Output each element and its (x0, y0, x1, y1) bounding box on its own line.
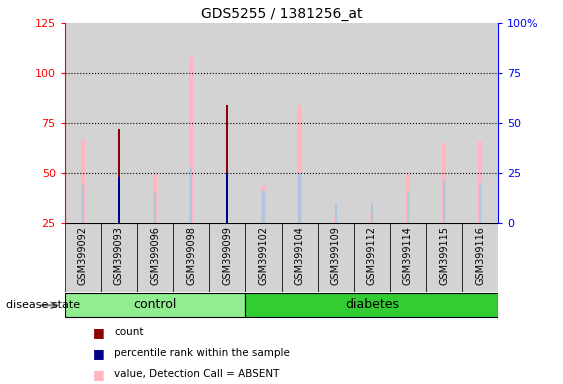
Text: control: control (133, 298, 177, 311)
Bar (173, 23, 209, 223)
Bar (407, 191, 409, 223)
FancyBboxPatch shape (354, 223, 390, 292)
Bar (370, 213, 374, 223)
Text: percentile rank within the sample: percentile rank within the sample (114, 348, 290, 358)
Bar (245, 23, 282, 223)
Text: GSM399099: GSM399099 (222, 226, 233, 285)
FancyBboxPatch shape (282, 223, 318, 292)
FancyBboxPatch shape (245, 223, 282, 292)
Bar (334, 203, 337, 223)
Bar (226, 105, 229, 223)
Bar (442, 143, 446, 223)
Bar (118, 129, 120, 223)
FancyBboxPatch shape (137, 223, 173, 292)
Bar (154, 193, 156, 223)
Text: GSM399112: GSM399112 (367, 226, 377, 285)
Bar (65, 23, 101, 223)
Bar (101, 23, 137, 223)
Bar (137, 23, 173, 223)
Bar (262, 191, 265, 223)
FancyBboxPatch shape (101, 223, 137, 292)
Bar (443, 181, 445, 223)
Bar (406, 173, 410, 223)
Text: diabetes: diabetes (345, 298, 399, 311)
FancyBboxPatch shape (173, 223, 209, 292)
FancyBboxPatch shape (318, 223, 354, 292)
Title: GDS5255 / 1381256_at: GDS5255 / 1381256_at (201, 7, 362, 21)
Bar (189, 57, 193, 223)
Text: GSM399092: GSM399092 (78, 226, 88, 285)
Text: GSM399114: GSM399114 (403, 226, 413, 285)
FancyBboxPatch shape (65, 293, 245, 318)
FancyBboxPatch shape (390, 223, 426, 292)
Bar (370, 203, 373, 223)
FancyBboxPatch shape (209, 223, 245, 292)
Bar (478, 141, 482, 223)
FancyBboxPatch shape (65, 223, 101, 292)
Text: ■: ■ (93, 326, 105, 339)
Bar (318, 23, 354, 223)
FancyBboxPatch shape (426, 223, 462, 292)
Text: value, Detection Call = ABSENT: value, Detection Call = ABSENT (114, 369, 280, 379)
Text: GSM399104: GSM399104 (294, 226, 305, 285)
FancyBboxPatch shape (462, 223, 498, 292)
Text: GSM399093: GSM399093 (114, 226, 124, 285)
Bar (282, 23, 318, 223)
Bar (190, 167, 193, 223)
Text: GSM399115: GSM399115 (439, 226, 449, 285)
Bar (153, 173, 157, 223)
Bar (390, 23, 426, 223)
Text: GSM399116: GSM399116 (475, 226, 485, 285)
Bar (261, 185, 266, 223)
Text: GSM399098: GSM399098 (186, 226, 196, 285)
Text: GSM399096: GSM399096 (150, 226, 160, 285)
Bar (298, 173, 301, 223)
Bar (209, 23, 245, 223)
Bar (479, 183, 481, 223)
Bar (333, 217, 338, 223)
Bar (462, 23, 498, 223)
FancyBboxPatch shape (245, 293, 498, 318)
Text: GSM399109: GSM399109 (330, 226, 341, 285)
Bar (297, 105, 302, 223)
Text: ■: ■ (93, 347, 105, 360)
Text: GSM399102: GSM399102 (258, 226, 269, 285)
Bar (226, 173, 229, 223)
Text: disease state: disease state (6, 300, 80, 310)
Bar (118, 177, 120, 223)
Bar (354, 23, 390, 223)
Text: ■: ■ (93, 368, 105, 381)
Text: count: count (114, 327, 144, 337)
Bar (426, 23, 462, 223)
Bar (82, 185, 84, 223)
Bar (81, 139, 85, 223)
